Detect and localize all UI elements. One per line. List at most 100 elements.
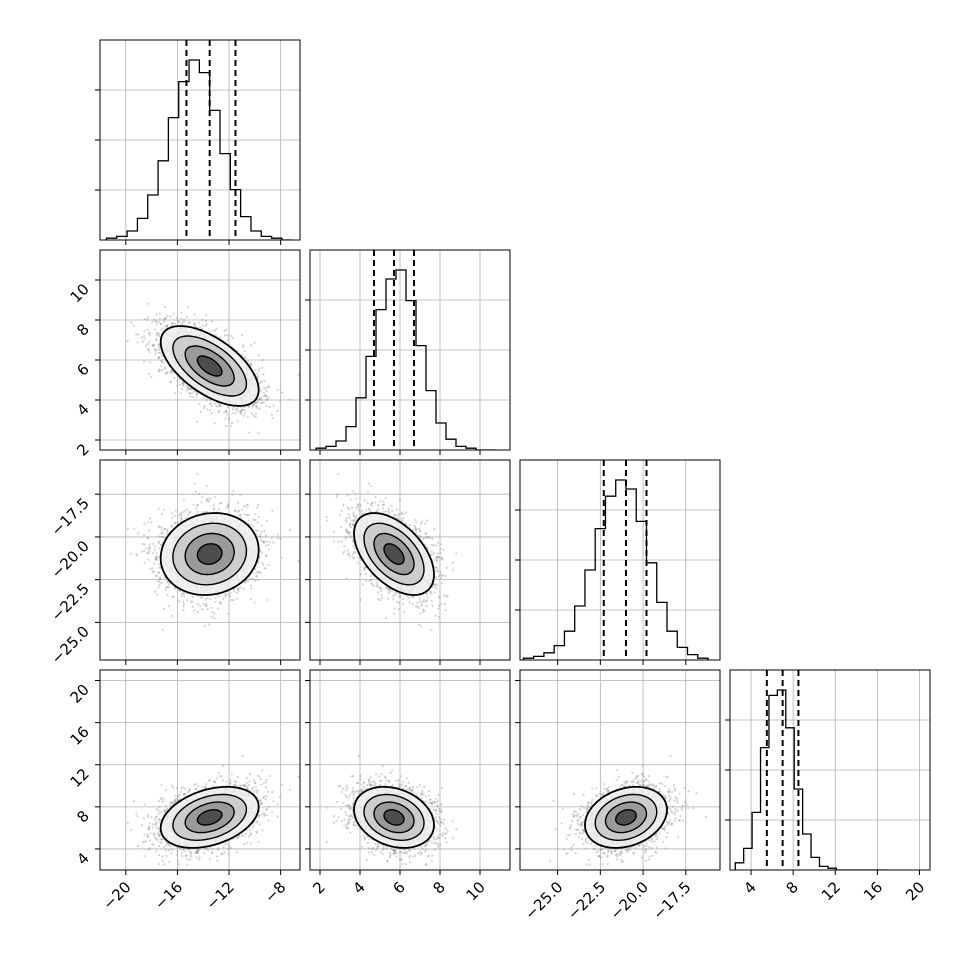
scatter-point — [146, 551, 149, 554]
scatter-point — [209, 402, 212, 405]
scatter-point — [146, 521, 149, 524]
scatter-point — [168, 583, 171, 586]
scatter-point — [265, 519, 268, 522]
scatter-point — [173, 514, 176, 517]
scatter-point — [163, 316, 167, 320]
scatter-point — [258, 556, 261, 559]
scatter-point — [147, 548, 150, 551]
scatter-point — [170, 370, 173, 373]
scatter-point — [256, 398, 259, 402]
scatter-point — [148, 546, 151, 550]
scatter-point — [196, 504, 199, 507]
scatter-point — [193, 313, 196, 316]
scatter-point — [170, 369, 173, 372]
scatter-point — [186, 389, 189, 392]
scatter-point — [164, 372, 168, 375]
scatter-point — [143, 522, 146, 525]
scatter-point — [180, 387, 184, 391]
scatter-point — [146, 348, 150, 351]
scatter-point — [196, 510, 199, 513]
scatter-point — [176, 522, 179, 525]
scatter-point — [216, 405, 220, 408]
scatter-point — [215, 327, 218, 330]
scatter-point — [189, 387, 193, 390]
scatter-point — [174, 521, 177, 525]
scatter-point — [239, 516, 243, 519]
scatter-point — [231, 336, 234, 340]
scatter-point — [160, 360, 163, 363]
scatter-point — [219, 601, 222, 604]
scatter-point — [152, 344, 155, 348]
scatter-point — [226, 503, 229, 506]
scatter-point — [239, 411, 242, 414]
scatter-point — [265, 389, 268, 393]
scatter-point — [276, 409, 279, 413]
scatter-point — [143, 337, 146, 340]
scatter-point — [186, 508, 189, 511]
scatter-point — [148, 550, 151, 553]
scatter-point — [297, 373, 300, 376]
scatter-point — [183, 320, 186, 323]
scatter-point — [257, 367, 260, 370]
scatter-point — [227, 335, 230, 338]
scatter-point — [164, 316, 167, 320]
scatter-point — [248, 577, 251, 581]
scatter-point — [158, 535, 161, 538]
scatter-point — [164, 318, 167, 321]
scatter-point — [250, 412, 254, 415]
scatter-point — [246, 579, 250, 582]
scatter-point — [182, 499, 185, 502]
scatter-point — [153, 344, 156, 347]
scatter-point — [164, 588, 167, 591]
scatter-point — [172, 376, 176, 379]
scatter-point — [231, 412, 234, 415]
scatter-point — [150, 521, 153, 524]
scatter-point — [171, 321, 174, 325]
scatter-point — [197, 321, 200, 324]
scatter-point — [260, 551, 263, 554]
scatter-point — [280, 391, 284, 394]
scatter-point — [267, 548, 270, 551]
scatter-point — [276, 533, 279, 536]
scatter-point — [230, 425, 233, 428]
scatter-point — [196, 472, 199, 476]
scatter-point — [255, 575, 258, 578]
scatter-point — [226, 338, 230, 342]
scatter-point — [191, 605, 194, 608]
scatter-point — [267, 544, 270, 547]
scatter-point — [236, 588, 240, 591]
scatter-point — [226, 505, 229, 508]
scatter-point — [191, 396, 194, 399]
scatter-point — [201, 596, 204, 599]
scatter-point — [242, 504, 246, 508]
scatter-point — [174, 521, 177, 524]
scatter-point — [163, 528, 166, 531]
scatter-point — [198, 604, 202, 608]
scatter-point — [264, 567, 267, 570]
scatter-point — [151, 567, 154, 570]
scatter-point — [243, 587, 246, 591]
scatter-point — [158, 368, 161, 371]
scatter-point — [215, 405, 218, 408]
scatter-point — [243, 412, 246, 415]
scatter-point — [245, 503, 248, 506]
scatter-point — [183, 595, 186, 598]
scatter-point — [181, 383, 184, 386]
scatter-point — [162, 536, 165, 539]
scatter-point — [196, 503, 199, 506]
scatter-point — [191, 596, 195, 599]
scatter-point — [152, 343, 155, 346]
scatter-point — [252, 525, 255, 528]
scatter-point — [264, 554, 268, 557]
scatter-point — [241, 334, 244, 337]
scatter-point — [262, 541, 265, 544]
scatter-point — [243, 409, 246, 412]
scatter-point — [202, 603, 205, 606]
scatter-point — [173, 587, 176, 590]
scatter-point — [255, 571, 258, 574]
scatter-point — [140, 336, 144, 339]
scatter-point — [148, 372, 151, 375]
scatter-point — [218, 594, 221, 598]
scatter-point — [193, 609, 196, 612]
